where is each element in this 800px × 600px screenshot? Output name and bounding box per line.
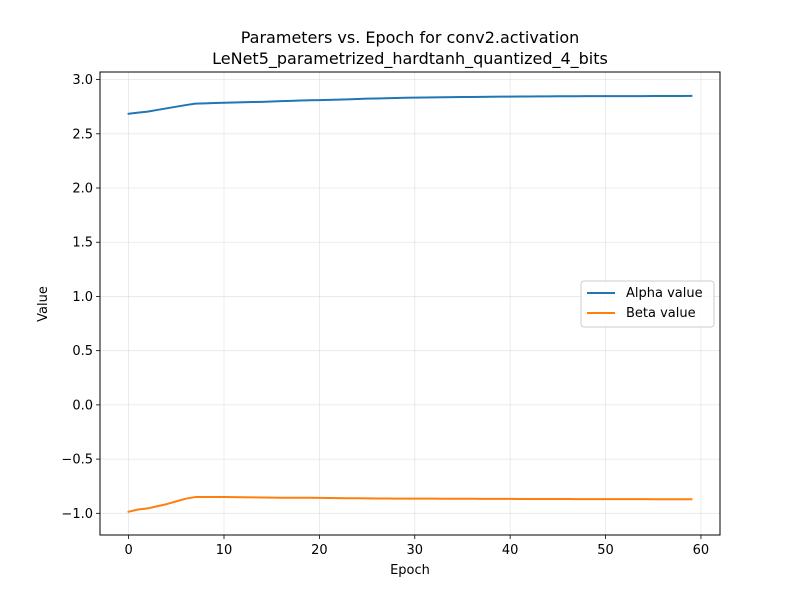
x-tick-label: 0 xyxy=(124,543,132,558)
series-group xyxy=(127,94,693,513)
y-tick-label: 1.5 xyxy=(72,236,93,251)
x-tick-label: 60 xyxy=(693,543,710,558)
legend-beta-label: Beta value xyxy=(626,306,696,321)
grid xyxy=(100,72,720,535)
y-tick-label: 0.0 xyxy=(72,398,93,413)
y-axis-ticks: −1.0 −0.5 0.0 0.5 1.0 1.5 2.0 2.5 3.0 xyxy=(61,73,100,522)
x-tick-label: 40 xyxy=(502,543,519,558)
x-axis-label: Epoch xyxy=(390,563,430,578)
legend: Alpha value Beta value xyxy=(580,280,715,328)
y-tick-label: 1.0 xyxy=(72,290,93,305)
y-tick-label: −0.5 xyxy=(61,453,93,468)
x-tick-label: 20 xyxy=(311,543,328,558)
chart-subtitle: LeNet5_parametrized_hardtanh_quantized_4… xyxy=(212,49,608,69)
chart-title: Parameters vs. Epoch for conv2.activatio… xyxy=(241,28,580,47)
y-tick-label: 2.5 xyxy=(72,127,93,142)
x-tick-label: 30 xyxy=(406,543,423,558)
x-tick-label: 50 xyxy=(597,543,614,558)
y-tick-label: 0.5 xyxy=(72,344,93,359)
y-tick-label: −1.0 xyxy=(61,507,93,522)
axes-frame xyxy=(99,71,721,536)
x-tick-label: 10 xyxy=(216,543,233,558)
y-tick-label: 3.0 xyxy=(72,73,93,88)
x-axis-ticks: 0 10 20 30 40 50 60 xyxy=(124,535,709,558)
legend-alpha-label: Alpha value xyxy=(626,286,703,301)
alpha-value-line xyxy=(127,94,693,115)
beta-value-line xyxy=(127,496,693,513)
y-tick-label: 2.0 xyxy=(72,182,93,197)
y-axis-label: Value xyxy=(36,286,51,322)
